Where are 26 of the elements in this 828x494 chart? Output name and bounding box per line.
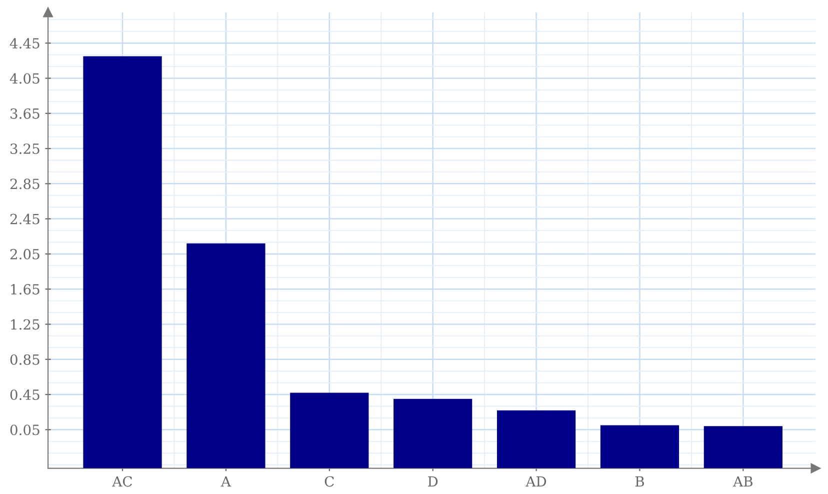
y-tick-label: 2.05	[10, 248, 40, 260]
y-tick-label: 4.05	[10, 73, 40, 84]
y-tick-label: 3.25	[10, 143, 40, 154]
bar	[704, 426, 782, 468]
y-tick-label: 3.65	[10, 108, 40, 119]
y-tick-label: 4.45	[10, 38, 40, 49]
y-tick-label: 0.45	[10, 389, 40, 400]
x-tick-label: B	[635, 476, 644, 487]
x-tick-label: AB	[732, 476, 752, 487]
x-tick-label: A	[220, 476, 232, 487]
bar	[186, 243, 266, 468]
y-tick-label: 1.65	[11, 284, 40, 295]
x-tick-label: AD	[526, 476, 546, 487]
bar	[290, 392, 369, 468]
y-tick-label: 0.85	[10, 354, 40, 365]
y-tick-label: 2.45	[10, 214, 40, 224]
y-tick-label: 1.25	[11, 319, 40, 330]
x-tick-label: C	[324, 476, 334, 487]
bar	[83, 56, 162, 468]
y-tick-label: 0.05	[10, 424, 40, 436]
bar	[600, 425, 680, 468]
y-tick-label: 2.85	[10, 178, 40, 190]
bar	[496, 410, 576, 468]
x-tick-label: AC	[112, 476, 132, 487]
x-tick-label: D	[428, 476, 438, 487]
bar	[394, 398, 472, 468]
